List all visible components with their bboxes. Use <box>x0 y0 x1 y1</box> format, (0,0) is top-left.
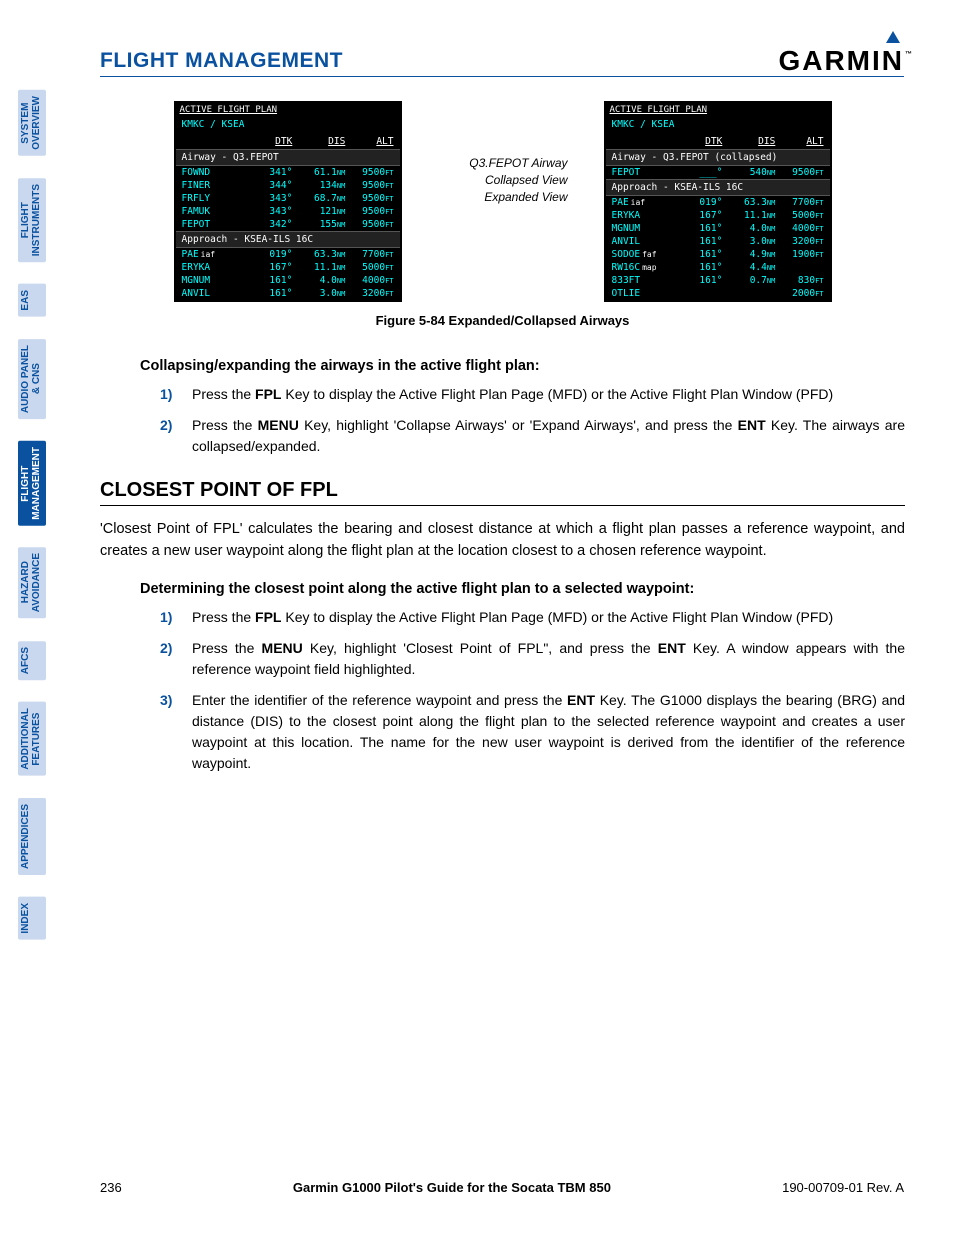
footer-revision: 190-00709-01 Rev. A <box>782 1180 904 1195</box>
sidebar-tab[interactable]: APPENDICES <box>18 798 46 875</box>
callout-collapsed: Collapsed View <box>438 172 568 189</box>
callout-expanded: Expanded View <box>438 189 568 206</box>
procedure-1-heading: Collapsing/expanding the airways in the … <box>140 358 905 374</box>
sidebar-tab[interactable]: INDEX <box>18 897 46 940</box>
flight-plan-collapsed: ACTIVE FLIGHT PLANKMKC / KSEADTKDISALTAi… <box>603 100 833 303</box>
logo-text: GARMIN <box>778 45 904 76</box>
page-header: FLIGHT MANAGEMENT GARMIN™ <box>100 45 904 77</box>
page-footer: 236 Garmin G1000 Pilot's Guide for the S… <box>100 1180 904 1195</box>
sidebar-tab[interactable]: AFCS <box>18 641 46 680</box>
page-number: 236 <box>100 1180 122 1195</box>
flight-plan-expanded: ACTIVE FLIGHT PLANKMKC / KSEADTKDISALTAi… <box>173 100 403 303</box>
step-item: 2)Press the MENU Key, highlight 'Collaps… <box>160 415 905 457</box>
figure-center-labels: Q3.FEPOT Airway Collapsed View Expanded … <box>438 100 568 205</box>
logo-triangle-icon <box>886 31 900 43</box>
logo-tm: ™ <box>905 51 912 58</box>
sidebar-tab[interactable]: SYSTEM OVERVIEW <box>18 90 46 156</box>
procedure-2-heading: Determining the closest point along the … <box>140 581 905 597</box>
sidebar-tab[interactable]: AUDIO PANEL & CNS <box>18 339 46 419</box>
step-item: 1)Press the FPL Key to display the Activ… <box>160 607 905 628</box>
step-item: 2)Press the MENU Key, highlight 'Closest… <box>160 638 905 680</box>
callout-airway: Q3.FEPOT Airway <box>438 155 568 172</box>
header-rule <box>100 76 904 77</box>
section-heading-closest-point: CLOSEST POINT OF FPL <box>100 479 905 506</box>
sidebar-tabs: SYSTEM OVERVIEW FLIGHT INSTRUMENTS EAS AUDI… <box>18 90 46 961</box>
procedure-2-steps: 1)Press the FPL Key to display the Activ… <box>160 607 905 774</box>
step-item: 1)Press the FPL Key to display the Activ… <box>160 384 905 405</box>
figure-row: ACTIVE FLIGHT PLANKMKC / KSEADTKDISALTAi… <box>100 100 905 303</box>
sidebar-tab[interactable]: FLIGHT MANAGEMENT <box>18 441 46 526</box>
section-title: FLIGHT MANAGEMENT <box>100 49 343 73</box>
step-item: 3)Enter the identifier of the reference … <box>160 690 905 774</box>
sidebar-tab[interactable]: ADDITIONAL FEATURES <box>18 702 46 776</box>
garmin-logo: GARMIN™ <box>778 45 904 77</box>
sidebar-tab[interactable]: EAS <box>18 284 46 317</box>
figure-caption: Figure 5-84 Expanded/Collapsed Airways <box>100 313 905 328</box>
sidebar-tab[interactable]: HAZARD AVOIDANCE <box>18 547 46 618</box>
sidebar-tab[interactable]: FLIGHT INSTRUMENTS <box>18 178 46 262</box>
footer-title: Garmin G1000 Pilot's Guide for the Socat… <box>293 1180 611 1195</box>
section-body: 'Closest Point of FPL' calculates the be… <box>100 518 905 563</box>
procedure-1-steps: 1)Press the FPL Key to display the Activ… <box>160 384 905 457</box>
content-area: ACTIVE FLIGHT PLANKMKC / KSEADTKDISALTAi… <box>100 100 905 796</box>
